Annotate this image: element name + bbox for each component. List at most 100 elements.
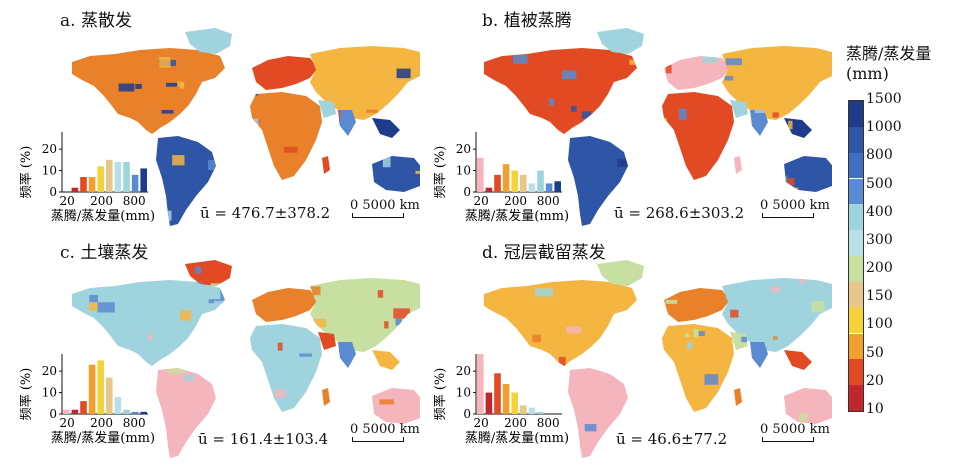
hist-bar [80, 177, 87, 192]
panel-d-title: d. 冠层截留蒸发 [482, 243, 606, 263]
hist-xtick: 800 [537, 416, 560, 430]
hist-bar [106, 159, 113, 192]
hist-bar [88, 177, 96, 192]
hist-bar [80, 401, 87, 414]
hist-xtick: 800 [537, 194, 560, 208]
colorbar-tick-label: 1500 [866, 91, 902, 107]
landmass-europe [252, 288, 318, 322]
colorbar-tick-label: 300 [866, 231, 893, 248]
panel-a-scale-bar: 0 5000 km [350, 198, 420, 218]
panel-d-scale-bar: 0 5000 km [760, 422, 830, 442]
hist-bar [97, 360, 104, 414]
landmass-madagascar [734, 388, 742, 406]
scale-line [352, 213, 404, 218]
hist-ylabel: 频率 (%) [434, 146, 448, 199]
scale-line [762, 437, 814, 442]
hist-bar [494, 174, 501, 192]
hist-bar [63, 409, 70, 414]
colorbar-segment [849, 256, 863, 282]
landmass-asia [310, 46, 420, 120]
colorbar-tick-label: 800 [866, 147, 893, 164]
panel-c-map [72, 260, 420, 458]
landmass-madagascar [322, 156, 330, 174]
hist-xlabel: 蒸腾/蒸发量(mm) [51, 208, 155, 224]
colorbar-segment [849, 230, 863, 256]
landmass-asia [310, 278, 420, 352]
landmass-africa [250, 92, 322, 180]
legend-title: 蒸腾/蒸发量 [846, 44, 932, 63]
hist-xtick: 200 [90, 194, 113, 208]
panel-d: d. 冠层截留蒸发 频率 (%) 0 10 20 20 200 800 蒸腾/蒸发量(mm) … [412, 238, 832, 468]
landmass-africa [662, 92, 734, 180]
panel-d-map [484, 260, 832, 458]
hist-bar [123, 409, 130, 414]
colorbar-tick-label: 200 [866, 260, 893, 277]
landmass-northAmerica [484, 280, 637, 366]
hist-bar [537, 170, 544, 192]
panel-a-map [72, 28, 420, 226]
hist-bar [537, 411, 544, 414]
colorbar-legend: 蒸腾/蒸发量 (mm) 1500 1000 800 500 400 300 200 150 10… [838, 44, 960, 464]
landmass-arabia [318, 100, 336, 118]
hist-ytick: 10 [42, 164, 57, 178]
landmass-seAsia [784, 350, 812, 370]
colorbar-tick-label: 1000 [866, 119, 902, 136]
colorbar-segment [849, 281, 863, 308]
panel-d-stat: ū = 46.6±77.2 [616, 430, 728, 448]
hist-bar [554, 181, 561, 192]
hist-bar [485, 187, 493, 192]
hist-xtick: 800 [123, 194, 146, 208]
hist-ylabel: 频率 (%) [20, 368, 34, 421]
landmass-northAmerica [484, 48, 637, 134]
hist-ytick: 0 [49, 407, 57, 421]
hist-ytick: 10 [42, 386, 57, 400]
hist-bar [520, 174, 527, 192]
panel-b-title: b. 植被蒸腾 [482, 11, 572, 31]
hist-bar [502, 384, 510, 414]
landmass-greenland [185, 28, 232, 54]
landmass-northAmerica [72, 48, 225, 134]
hist-bar [528, 183, 536, 192]
landmass-india [750, 110, 768, 136]
panel-b-stat: ū = 268.6±303.2 [614, 204, 745, 222]
landmass-arabia [730, 100, 748, 118]
landmass-seAsia [372, 350, 400, 370]
hist-xtick: 200 [504, 416, 527, 430]
hist-bar [520, 405, 527, 414]
hist-bar [140, 168, 147, 192]
landmass-seAsia [372, 118, 400, 138]
colorbar-segment [849, 101, 863, 127]
legend-unit: (mm) [846, 64, 889, 83]
hist-bar [485, 392, 493, 414]
hist-bar [477, 354, 484, 414]
scale-line [762, 213, 814, 218]
hist-xtick: 20 [60, 416, 75, 430]
landmass-arabia [730, 332, 748, 350]
hist-bar [71, 409, 79, 414]
colorbar-segment [849, 333, 863, 360]
landmass-india [338, 110, 356, 136]
landmass-europe [664, 56, 730, 90]
scale-line [352, 437, 404, 442]
landmass-greenland [597, 28, 644, 54]
hist-bar [131, 174, 139, 192]
hist-bar [502, 164, 510, 192]
panel-a-title: a. 蒸散发 [60, 11, 132, 31]
landmass-arabia [318, 332, 336, 350]
hist-bar [123, 162, 130, 192]
landmass-madagascar [734, 156, 742, 174]
landmass-northAmerica [72, 280, 225, 366]
hist-ytick: 20 [456, 142, 471, 156]
landmass-southAmerica [568, 368, 628, 458]
colorbar-segment [849, 204, 863, 231]
panel-a: a. 蒸散发 频率 (%) 0 10 20 20 200 800 蒸腾/蒸发量(mm) ū =… [0, 6, 420, 236]
colorbar-tick-label: 20 [866, 372, 884, 389]
scale-label: 0 5000 km [760, 422, 830, 437]
panel-c: c. 土壤蒸发 频率 (%) 0 10 20 20 200 800 蒸腾/蒸发量(mm) ū … [0, 238, 420, 468]
hist-ytick: 10 [456, 386, 471, 400]
landmass-india [750, 342, 768, 368]
colorbar [848, 100, 864, 412]
hist-ylabel: 频率 (%) [20, 146, 34, 199]
scale-label: 0 5000 km [760, 198, 830, 213]
